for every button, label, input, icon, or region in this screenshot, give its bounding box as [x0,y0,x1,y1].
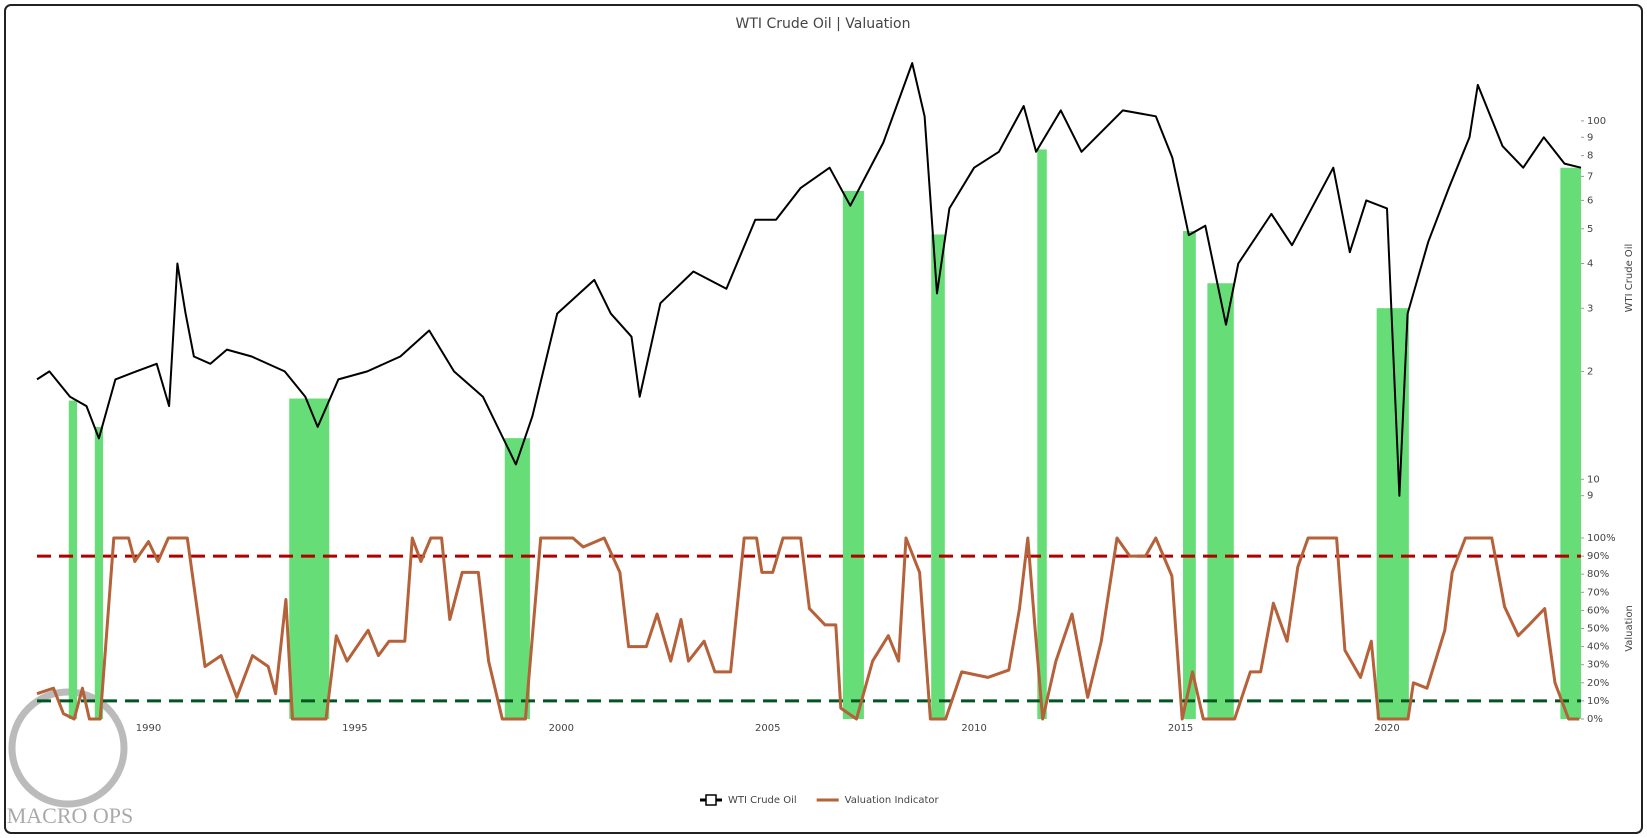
y-tick-label: 2 [1587,366,1593,377]
highlight-band [1207,283,1234,719]
watermark: MACRO OPS [7,688,134,828]
legend-label: WTI Crude Oil [728,795,797,806]
x-tick-label: 1990 [136,723,161,734]
y-tick-label: 3 [1587,303,1593,314]
y-tick-label: 90% [1587,551,1609,562]
y-tick-label: 100 [1587,116,1606,127]
x-tick-label: 2010 [961,723,986,734]
y-tick-label: 8 [1587,151,1593,162]
y-tick-label: 20% [1587,678,1609,689]
x-tick-label: 1995 [342,723,367,734]
highlight-band [1560,167,1581,719]
highlight-band [289,398,330,719]
highlight-band [94,426,104,719]
y-tick-label: 9 [1587,491,1593,502]
highlight-band [1183,231,1196,719]
legend: WTI Crude Oil Valuation Indicator [700,794,940,806]
chart-title: WTI Crude Oil | Valuation [736,16,911,32]
y-tick-label: 4 [1587,258,1593,269]
y-tick-label: 5 [1587,224,1593,235]
highlight-band [1037,149,1047,720]
y-tick-label: 10% [1587,696,1609,707]
y-tick-label: 80% [1587,569,1609,580]
y-tick-label: 10 [1587,474,1600,485]
y-tick-label: 30% [1587,660,1609,671]
x-tick-label: 2005 [755,723,780,734]
highlight-band [842,190,864,719]
y-tick-label: 60% [1587,605,1609,616]
y-tick-label: 7 [1587,171,1593,182]
highlight-band [68,400,78,719]
y-tick-label: 0% [1587,714,1603,725]
y-axis-title: Valuation [1624,605,1635,652]
y-tick-label: 100% [1587,533,1616,544]
x-tick-label: 2015 [1168,723,1193,734]
x-tick-label: 2000 [549,723,574,734]
x-tick-label: 2020 [1374,723,1399,734]
legend-box [705,794,717,806]
highlight-band [931,234,945,720]
y-tick-label: 40% [1587,642,1609,653]
highlight-band [504,438,530,719]
y-tick-label: 50% [1587,624,1609,635]
watermark-text: MACRO OPS [7,803,134,828]
y-tick-label: 6 [1587,195,1593,206]
legend-label: Valuation Indicator [845,795,940,806]
series-line [36,536,1580,721]
watermark-ring [8,688,128,808]
y-axis-title: WTI Crude Oil [1624,244,1635,313]
highlight-band [1376,308,1409,719]
series-line [36,62,1582,497]
y-tick-label: 9 [1587,132,1593,143]
y-tick-label: 70% [1587,587,1609,598]
